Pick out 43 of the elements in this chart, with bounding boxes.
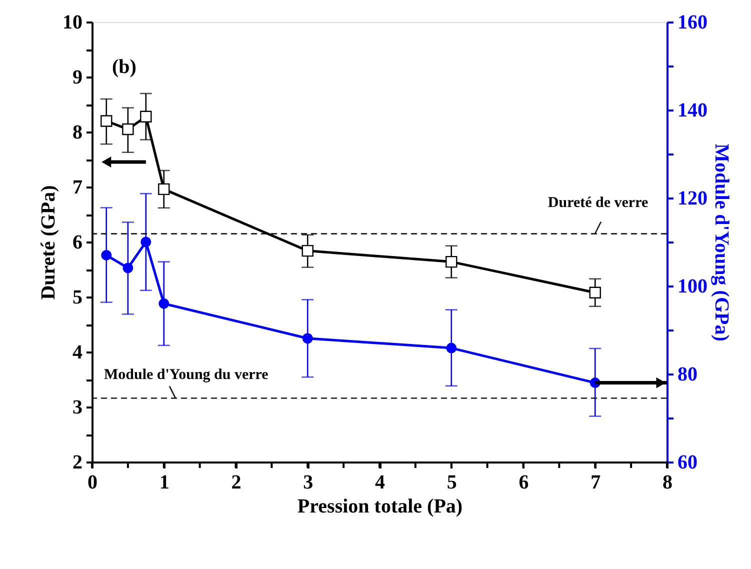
point <box>101 250 112 260</box>
x-tick-label: 3 <box>303 472 314 494</box>
y-tick-label: 2 <box>72 452 82 474</box>
y-tick-label: 8 <box>72 122 82 144</box>
x-axis-title: Pression totale (Pa) <box>297 496 463 518</box>
x-tick-label: 1 <box>159 472 170 494</box>
y2-tick-label: 160 <box>678 12 708 34</box>
x-tick-label: 4 <box>375 472 385 494</box>
point <box>158 183 170 196</box>
annotation: (b) <box>112 56 136 78</box>
point <box>140 110 152 122</box>
y-tick-label: 5 <box>72 286 82 308</box>
point <box>100 115 112 127</box>
point <box>589 286 601 298</box>
x-tick-label: 6 <box>518 472 529 494</box>
y-tick-label: 4 <box>72 342 82 364</box>
y2-tick-label: 60 <box>678 452 698 474</box>
y2-tick-label: 140 <box>678 100 708 122</box>
point <box>140 236 152 248</box>
point <box>302 244 314 257</box>
point <box>446 256 458 268</box>
y-axis-title: Dureté (GPa) <box>38 185 60 300</box>
point <box>122 123 134 136</box>
y2-tick-label: 80 <box>678 364 698 386</box>
y-tick-label: 6 <box>72 232 82 254</box>
y-tick-label: 9 <box>72 66 82 88</box>
point <box>122 262 134 274</box>
x-tick-label: 2 <box>231 472 242 494</box>
point <box>446 342 457 354</box>
x-tick-label: 7 <box>590 472 601 494</box>
y2-tick-label: 120 <box>678 188 708 210</box>
y2-tick-label: 100 <box>678 276 708 298</box>
point <box>302 333 313 344</box>
y2-axis-title: Module d'Young (GPa) <box>710 144 732 342</box>
y-tick-label: 3 <box>72 396 82 418</box>
point <box>158 298 170 309</box>
x-tick-label: 5 <box>446 472 457 494</box>
x-tick-label: 8 <box>662 472 672 494</box>
ref-line-label: Module d'Young du verre <box>104 367 269 384</box>
y-tick-label: 10 <box>62 12 82 34</box>
ref-line-label: Dureté de verre <box>548 194 648 211</box>
x-tick-label: 0 <box>88 472 98 494</box>
y-tick-label: 7 <box>72 176 82 198</box>
